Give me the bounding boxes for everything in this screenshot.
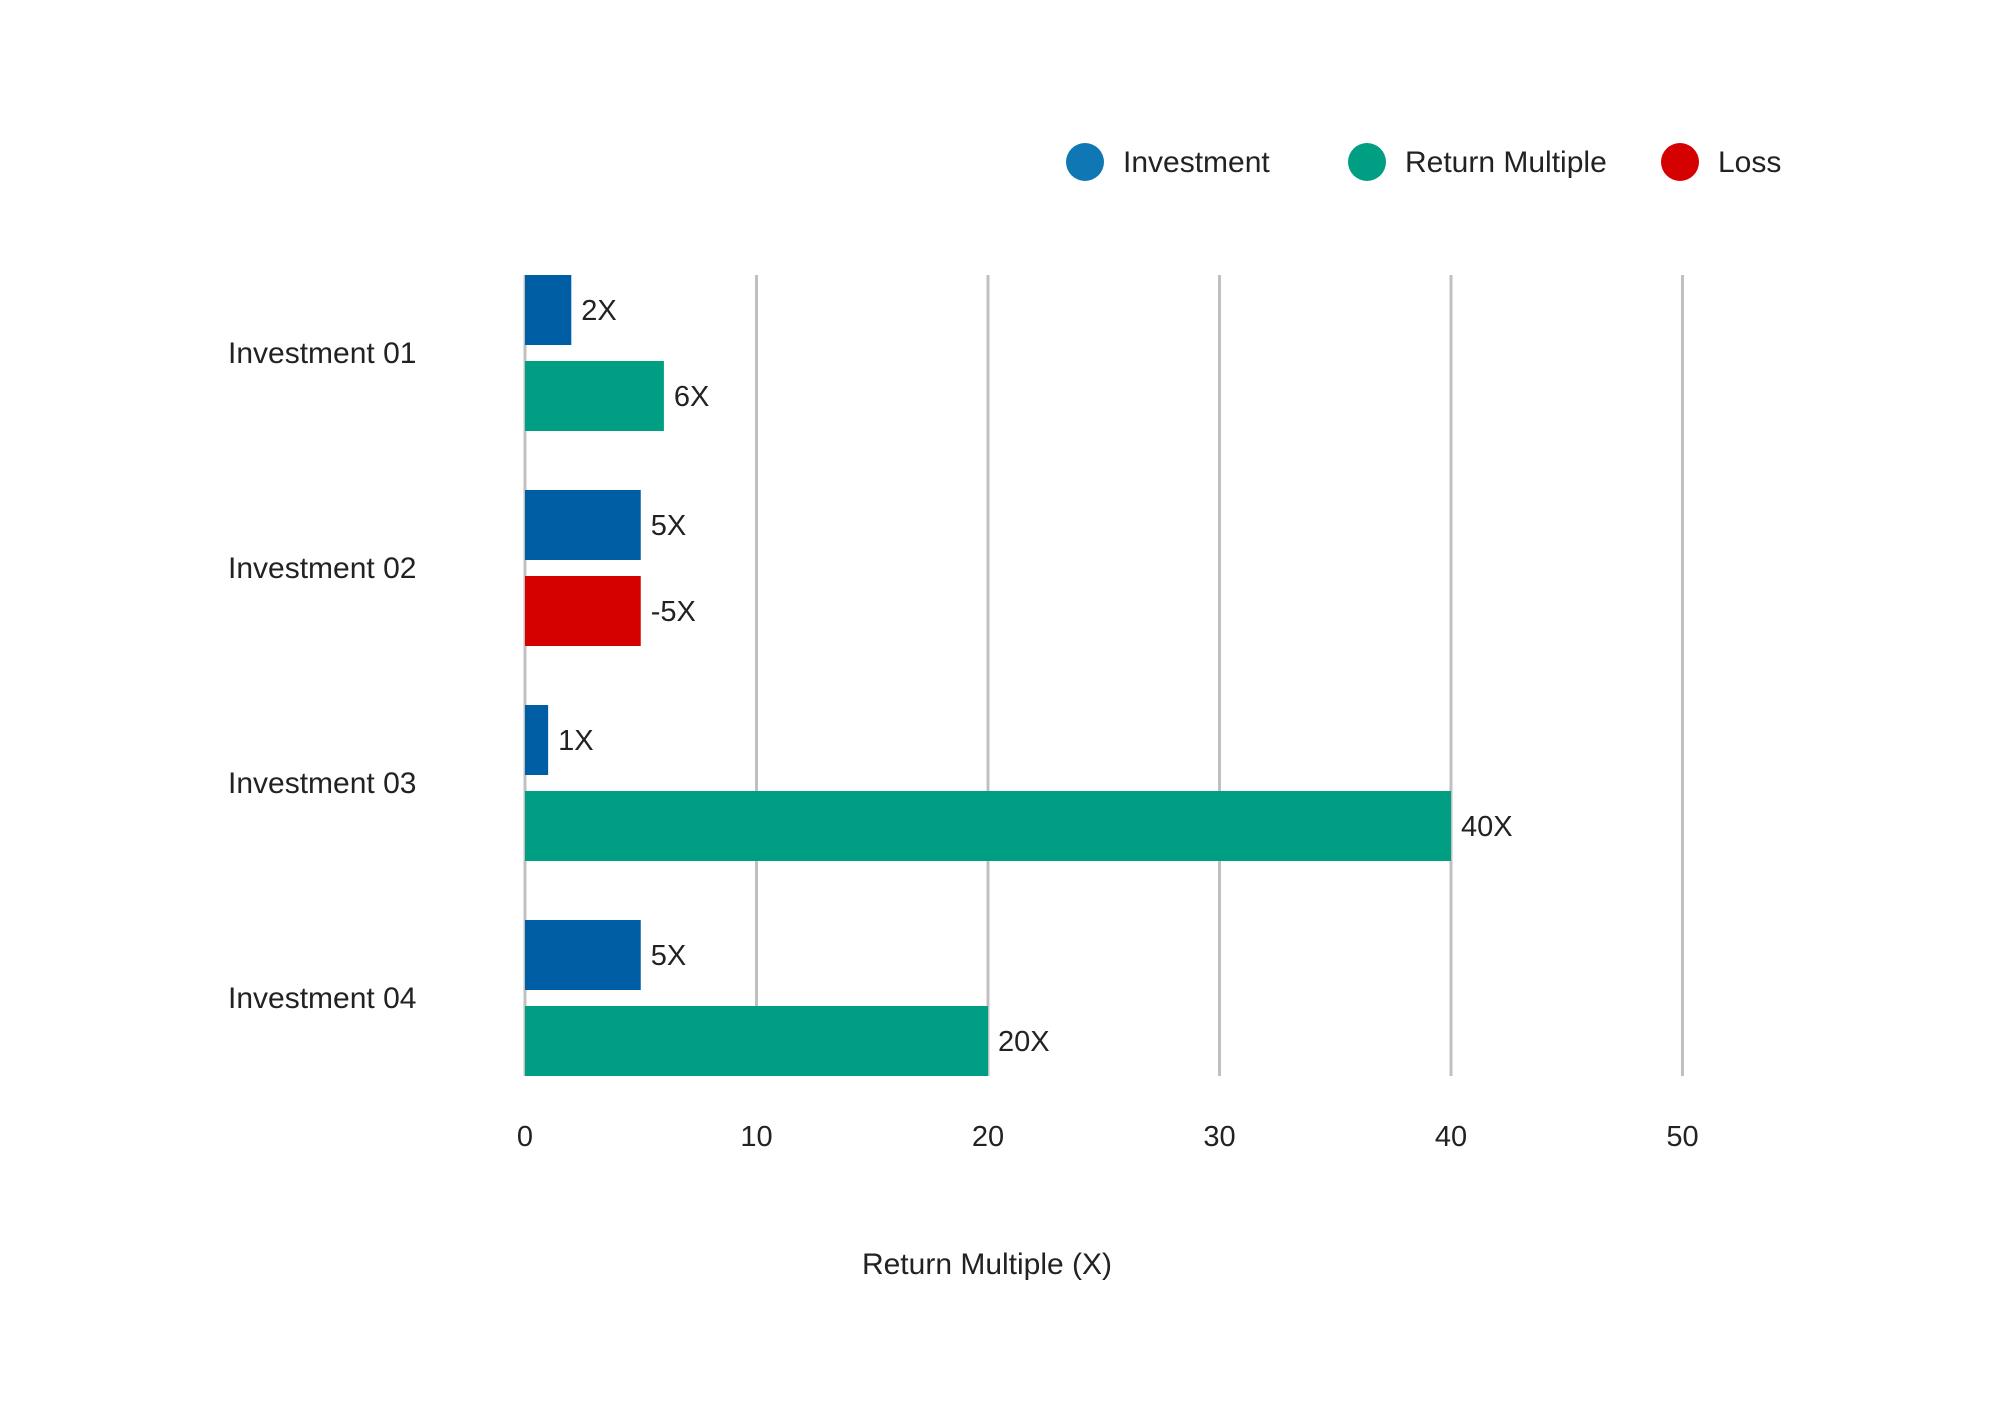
- x-tick-0: 0: [517, 1121, 533, 1153]
- data-label-1-return-multiple: 6X: [674, 381, 709, 413]
- data-label-4-investment: 5X: [651, 940, 686, 972]
- data-label-1-investment: 2X: [581, 295, 616, 327]
- x-tick-40: 40: [1435, 1121, 1467, 1153]
- bar-3-investment: [525, 705, 549, 775]
- x-tick-labels: 0 10 20 30 40 50: [517, 1121, 1699, 1153]
- x-axis-title: Return Multiple (X): [862, 1248, 1112, 1281]
- bar-4-return-multiple: [525, 1006, 988, 1076]
- bar-3-return-multiple: [525, 791, 1451, 861]
- category-label-1: Investment 01: [228, 337, 416, 370]
- legend-label-loss: Loss: [1718, 146, 1781, 179]
- data-labels: 2X 6X 5X -5X 1X 40X 5X 20X: [558, 295, 1512, 1058]
- legend-marker-loss: [1661, 143, 1699, 181]
- bar-1-investment: [525, 275, 572, 345]
- bar-1-return-multiple: [525, 361, 664, 431]
- category-labels: Investment 01 Investment 02 Investment 03 I…: [228, 337, 416, 1015]
- bars: [525, 275, 1451, 1076]
- legend-label-return-multiple: Return Multiple: [1405, 146, 1607, 179]
- x-tick-30: 30: [1203, 1121, 1235, 1153]
- legend-marker-return-multiple: [1348, 143, 1386, 181]
- data-label-2-investment: 5X: [651, 510, 686, 542]
- x-tick-50: 50: [1666, 1121, 1698, 1153]
- data-label-4-return-multiple: 20X: [998, 1026, 1050, 1058]
- x-tick-10: 10: [740, 1121, 772, 1153]
- legend: Investment Return Multiple Loss: [1066, 143, 1781, 181]
- category-label-4: Investment 04: [228, 982, 416, 1015]
- bar-4-investment: [525, 920, 641, 990]
- bar-2-loss: [525, 576, 641, 646]
- data-label-2-loss: -5X: [651, 596, 696, 628]
- category-label-2: Investment 02: [228, 552, 416, 585]
- data-label-3-return-multiple: 40X: [1461, 811, 1513, 843]
- x-tick-20: 20: [972, 1121, 1004, 1153]
- bar-2-investment: [525, 490, 641, 560]
- data-label-3-investment: 1X: [558, 725, 593, 757]
- category-label-3: Investment 03: [228, 767, 416, 800]
- legend-marker-investment: [1066, 143, 1104, 181]
- legend-label-investment: Investment: [1123, 146, 1270, 179]
